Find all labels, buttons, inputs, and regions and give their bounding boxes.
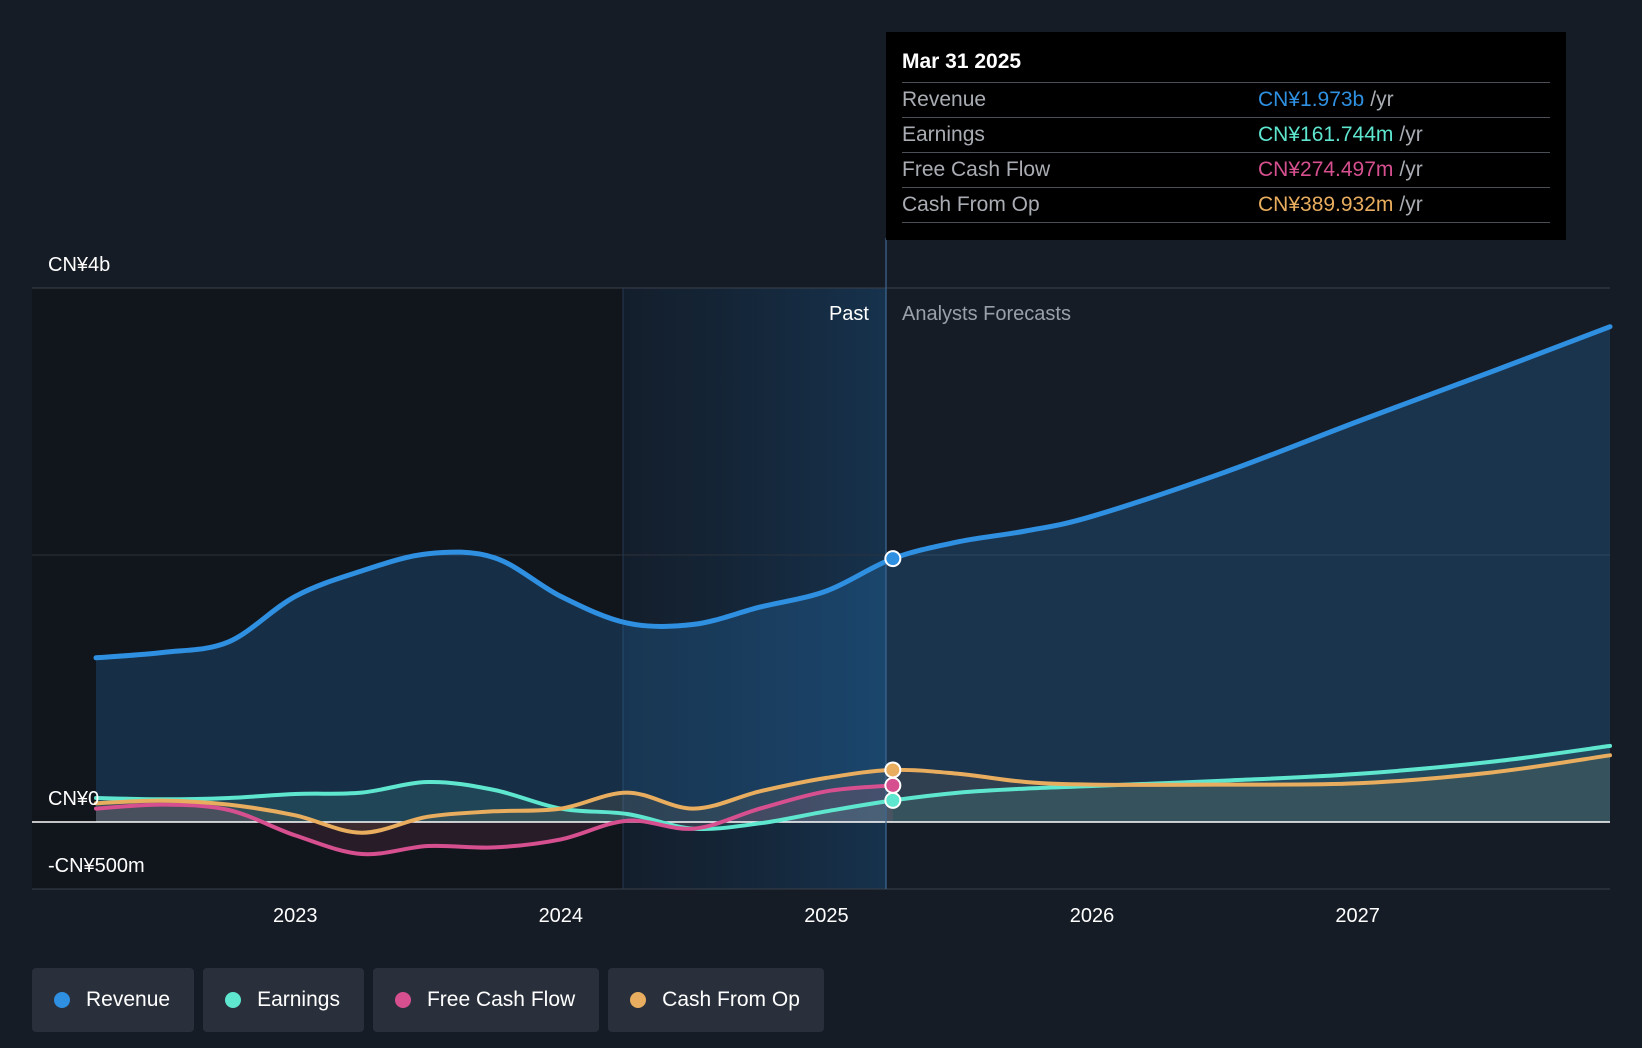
tooltip-row-earnings: Earnings CN¥161.744m /yr bbox=[902, 118, 1550, 153]
x-tick-2023: 2023 bbox=[273, 905, 318, 927]
tooltip-row-revenue: Revenue CN¥1.973b /yr bbox=[902, 83, 1550, 118]
tooltip-row-free-cash-flow: Free Cash Flow CN¥274.497m /yr bbox=[902, 153, 1550, 188]
tooltip-date: Mar 31 2025 bbox=[902, 46, 1550, 83]
earnings-dot-icon bbox=[225, 992, 242, 1008]
earnings-marker[interactable] bbox=[884, 791, 902, 809]
revenue-dot-icon bbox=[54, 992, 70, 1008]
tooltip-value: CN¥274.497m bbox=[1258, 158, 1394, 181]
free-cash-flow-dot-icon bbox=[394, 992, 411, 1008]
tooltip-row-cash-from-op: Cash From Op CN¥389.932m /yr bbox=[902, 188, 1550, 223]
series-lines bbox=[93, 324, 1613, 857]
y-label-top: CN¥4b bbox=[48, 254, 110, 276]
legend-label: Revenue bbox=[86, 988, 171, 1011]
legend-item-revenue[interactable]: Revenue bbox=[32, 968, 195, 1032]
x-tick-2025: 2025 bbox=[804, 905, 849, 927]
earnings-area bbox=[96, 745, 1610, 830]
free-cash-flow-marker[interactable] bbox=[884, 776, 902, 794]
tooltip-unit: /yr bbox=[1370, 88, 1394, 111]
legend-label: Earnings bbox=[257, 988, 340, 1011]
tooltip-unit: /yr bbox=[1399, 123, 1423, 146]
x-tick-2026: 2026 bbox=[1070, 905, 1115, 927]
y-label-bottom: -CN¥500m bbox=[48, 855, 145, 877]
forecast-label: Analysts Forecasts bbox=[902, 303, 1071, 325]
legend-item-earnings[interactable]: Earnings bbox=[203, 968, 364, 1032]
tooltip: Mar 31 2025 Revenue CN¥1.973b /yr Earnin… bbox=[886, 32, 1566, 240]
tooltip-value: CN¥161.744m bbox=[1258, 123, 1394, 146]
x-tick-2027: 2027 bbox=[1335, 905, 1380, 927]
series-markers bbox=[884, 550, 902, 809]
past-label: Past bbox=[829, 303, 869, 325]
y-label-zero: CN¥0 bbox=[48, 788, 99, 810]
legend-label: Free Cash Flow bbox=[426, 988, 576, 1011]
cash-from-op-line bbox=[94, 753, 1612, 835]
tooltip-label: Free Cash Flow bbox=[902, 158, 1051, 181]
revenue-marker[interactable] bbox=[884, 550, 902, 568]
tooltip-unit: /yr bbox=[1399, 193, 1423, 216]
free-cash-flow-line bbox=[94, 783, 895, 857]
earnings-line bbox=[94, 743, 1612, 832]
tooltip-label: Cash From Op bbox=[902, 193, 1040, 216]
x-tick-2024: 2024 bbox=[539, 905, 584, 927]
tooltip-unit: /yr bbox=[1399, 158, 1423, 181]
legend: Revenue Earnings Free Cash Flow Cash Fro… bbox=[32, 968, 824, 1032]
x-axis-ticks: 2023 2024 2025 2026 2027 bbox=[273, 905, 1380, 927]
legend-item-free-cash-flow[interactable]: Free Cash Flow bbox=[372, 968, 600, 1032]
tooltip-value: CN¥389.932m bbox=[1258, 193, 1394, 216]
revenue-area bbox=[96, 326, 1610, 822]
cash-from-op-dot-icon bbox=[630, 992, 647, 1008]
revenue-line bbox=[93, 324, 1613, 661]
tooltip-label: Revenue bbox=[902, 88, 987, 111]
tooltip-value: CN¥1.973b bbox=[1258, 88, 1365, 111]
legend-item-cash-from-op[interactable]: Cash From Op bbox=[608, 968, 824, 1032]
legend-label: Cash From Op bbox=[662, 988, 800, 1011]
tooltip-label: Earnings bbox=[902, 123, 985, 146]
cash-from-op-marker[interactable] bbox=[884, 761, 902, 779]
